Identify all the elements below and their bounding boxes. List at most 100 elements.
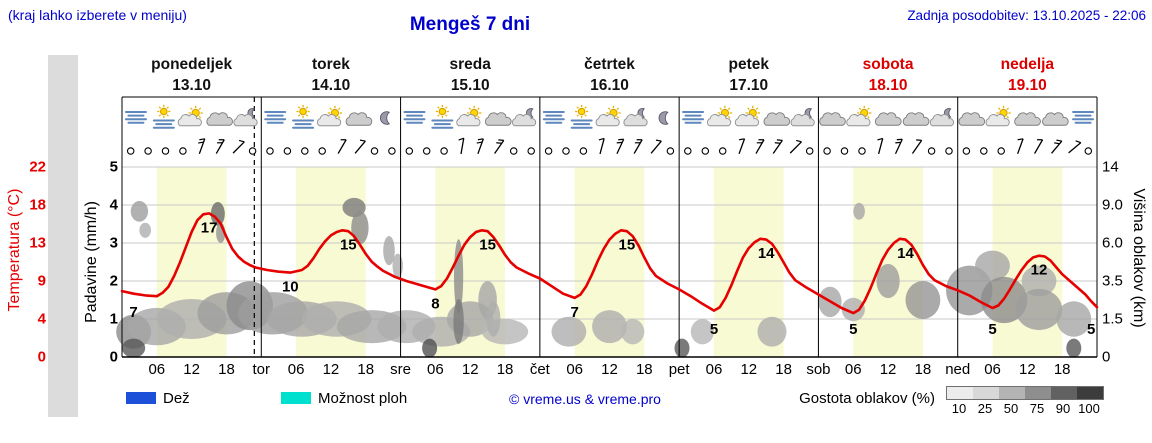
sun-cloud-icon [734,105,760,127]
cloud-icon [902,112,930,126]
calm-wind-icon [440,147,448,155]
svg-text:18: 18 [1054,361,1071,378]
svg-text:čet: čet [530,361,551,378]
svg-text:ned: ned [945,361,970,378]
precipitation-tick: 4 [109,196,118,214]
density-segment [999,387,1025,399]
day-date: 13.10 [172,77,211,94]
svg-text:15: 15 [479,236,496,253]
day-name: sobota [863,56,914,73]
calm-wind-icon [527,147,535,155]
svg-text:18: 18 [636,361,653,378]
sun-cloud-icon [456,105,482,127]
wind-barb-icon [772,139,783,154]
wind-barb-icon [215,139,225,154]
calm-wind-icon [179,147,187,155]
wind-barb-icon [755,139,765,154]
density-segment [1077,387,1103,399]
sun-cloud-icon [707,105,733,127]
rain-legend-label: Dež [163,390,190,407]
weather-icons-day [124,104,258,129]
temperature-scale-strip [48,55,78,417]
svg-text:12: 12 [601,361,618,378]
svg-text:06: 06 [148,361,165,378]
weather-icons-day [958,105,1095,127]
svg-text:8: 8 [431,295,439,312]
svg-text:15: 15 [619,236,636,253]
wind-barb-icon [894,138,903,154]
svg-text:18: 18 [915,361,932,378]
density-tick: 10 [951,401,967,416]
wind-barb-icon [789,139,802,154]
svg-text:06: 06 [706,361,723,378]
rain-legend-chip [126,392,156,404]
cloud-density-gradient [946,386,1104,400]
cloud-icon [345,112,373,126]
wind-row [126,137,1093,155]
fog-icon [403,111,426,124]
cloud-icon [819,112,846,126]
temperature-labels: 7 17 10 15 8 15 7 15 5 14 5 14 5 12 5 [129,219,1095,337]
weather-icons-day [403,104,537,129]
svg-text:15: 15 [340,236,357,253]
wind-barb-icon [1017,138,1024,155]
wind-barb-icon [337,139,347,154]
wind-barb-icon [354,139,366,154]
sun-cloud-icon [595,105,621,127]
svg-text:12: 12 [740,361,757,378]
day-name: nedelja [1001,56,1055,73]
wind-barb-icon [1068,140,1082,154]
fog-icon [124,111,147,124]
cloud-icon [763,112,791,126]
calm-wind-icon [126,147,135,155]
day-name: sreda [450,56,492,73]
wind-barb-icon [458,137,465,155]
wind-barb-icon [911,139,923,154]
svg-text:5: 5 [1087,321,1095,338]
calm-wind-icon [562,147,570,155]
cloud-icon [958,112,986,126]
svg-text:sob: sob [806,361,830,378]
calm-wind-icon [161,147,170,155]
moon-cloud-icon [790,108,815,127]
calm-wind-icon [927,147,936,155]
calm-wind-icon [405,147,414,155]
density-tick: 50 [1003,401,1019,416]
precipitation-tick: 1 [109,310,118,328]
calm-wind-icon [144,147,152,155]
temperature-tick: 18 [29,196,46,214]
svg-text:18: 18 [497,361,514,378]
fog-icon [264,111,287,124]
temperature-line [120,212,1099,315]
calm-wind-icon [370,147,379,155]
calm-wind-icon [823,147,831,155]
svg-text:12: 12 [462,361,479,378]
precipitation-tick: 2 [109,272,118,290]
cloud-height-tick: 1.5 [1102,310,1123,328]
temperature-tick: 13 [29,234,46,252]
cloud-icon [206,112,233,126]
page-title: Mengeš 7 dni [409,14,531,35]
sun-cloud-icon [177,105,203,127]
cloud-density-scale: 10 25 50 75 90 100 [946,386,1104,416]
cloud-height-tick: 3.5 [1102,272,1123,290]
svg-text:18: 18 [218,361,235,378]
calm-wind-icon [858,147,866,155]
day-date: 16.10 [590,77,629,94]
copyright-link[interactable]: © vreme.us & vreme.pro [509,391,661,407]
weather-icons-day [542,104,669,129]
density-segment [973,387,999,399]
day-separators [121,96,1098,358]
calm-wind-icon [701,147,710,155]
svg-text:7: 7 [571,304,579,321]
calm-wind-icon [422,147,431,155]
moon-cloud-icon [929,108,955,127]
wind-barb-icon [633,139,643,154]
svg-text:12: 12 [880,361,897,378]
showers-legend-label: Možnost ploh [318,390,408,407]
cloud-icon [1042,112,1069,126]
svg-text:12: 12 [183,361,200,378]
calm-wind-icon [509,147,518,155]
moon-cloud-icon [623,108,648,127]
